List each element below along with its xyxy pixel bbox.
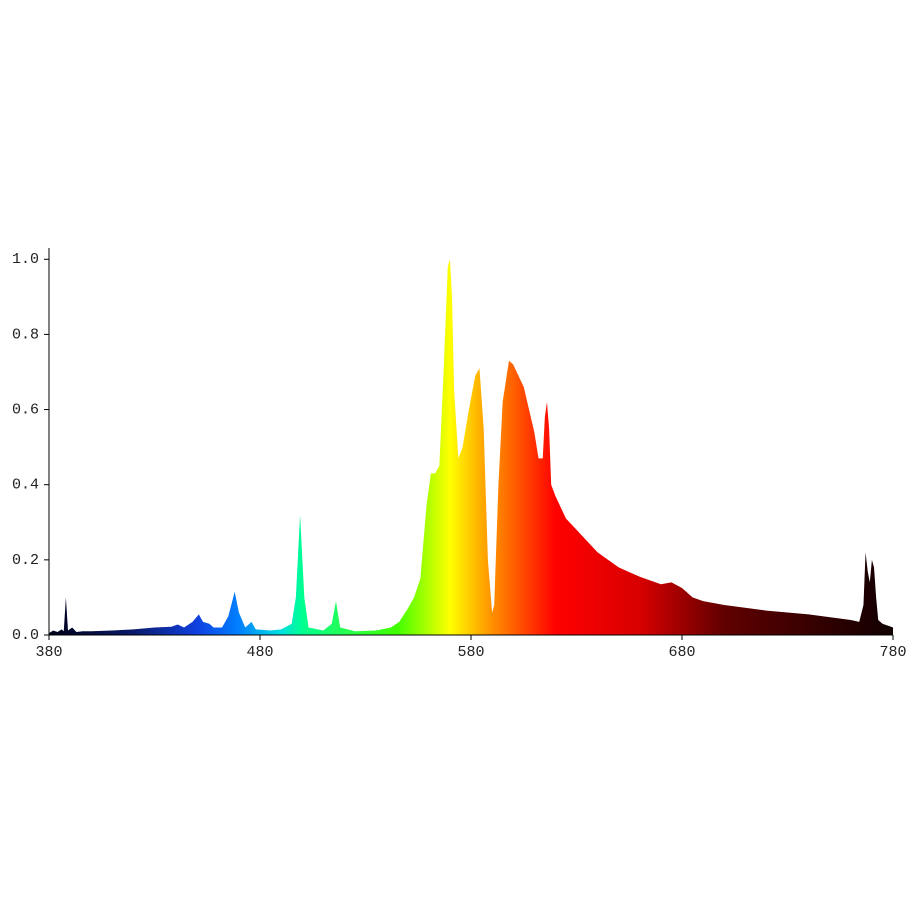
x-tick-label: 580 [457,644,484,661]
y-tick-label: 0.0 [12,627,39,644]
y-tick-label: 0.4 [12,477,39,494]
spectrum-area [49,259,893,635]
y-tick-label: 0.6 [12,402,39,419]
y-tick-label: 0.8 [12,326,39,343]
plot-area: 0.0 0.2 0.4 0.6 0.8 1.0 380 480 580 680 780 [12,248,907,661]
x-tick-label: 780 [879,644,906,661]
x-tick-label: 680 [668,644,695,661]
y-tick-label: 0.2 [12,552,39,569]
y-tick-label: 1.0 [12,251,39,268]
x-tick-label: 380 [35,644,62,661]
x-tick-label: 480 [246,644,273,661]
